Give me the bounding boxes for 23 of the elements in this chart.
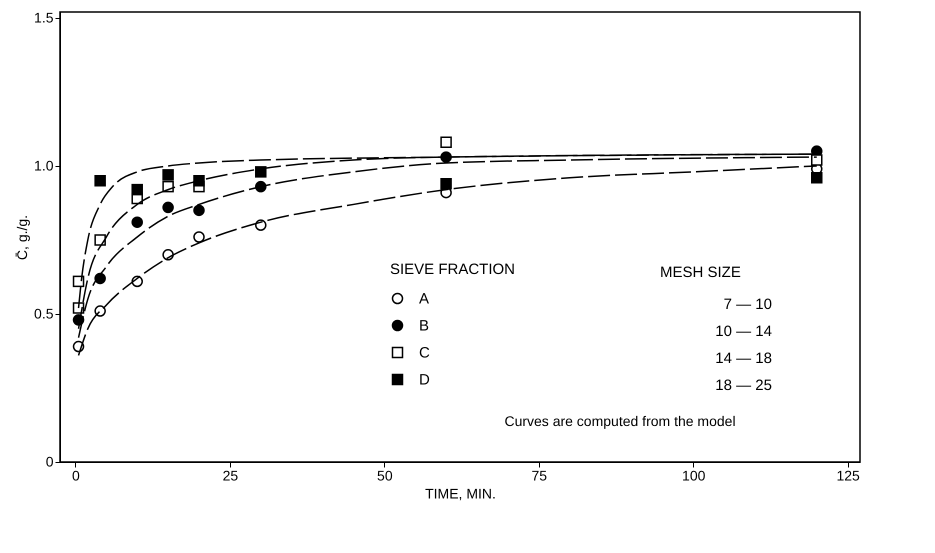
x-axis-title: TIME, MIN. (425, 486, 496, 502)
y-tick-label: 0.5 (34, 305, 54, 322)
annotation: 7 — 10 (724, 296, 772, 313)
y-tick-label: 1.5 (34, 9, 54, 26)
x-tick-label: 0 (72, 468, 80, 484)
legend-label: D (419, 372, 430, 388)
y-tick-label: 0 (46, 454, 54, 470)
legend-label: A (419, 290, 430, 308)
x-tick-label: 125 (836, 468, 860, 484)
x-tick-label: 75 (531, 468, 548, 484)
annotation: MESH SIZE (660, 264, 741, 281)
annotation: 14 — 18 (715, 350, 772, 367)
legend-label: B (419, 318, 430, 334)
annotation: 10 — 14 (715, 323, 772, 340)
x-tick-label: 50 (377, 468, 393, 484)
x-tick-label: 100 (682, 468, 706, 484)
y-tick-label: 1.0 (34, 157, 54, 174)
legend-title: SIEVE FRACTION (390, 261, 516, 278)
legend-label: C (419, 344, 430, 362)
annotation: Curves are computed from the model (504, 413, 736, 429)
annotation: 18 — 25 (715, 377, 772, 394)
y-axis-title: C̄, g./g. (14, 214, 30, 260)
x-tick-label: 25 (222, 468, 238, 484)
